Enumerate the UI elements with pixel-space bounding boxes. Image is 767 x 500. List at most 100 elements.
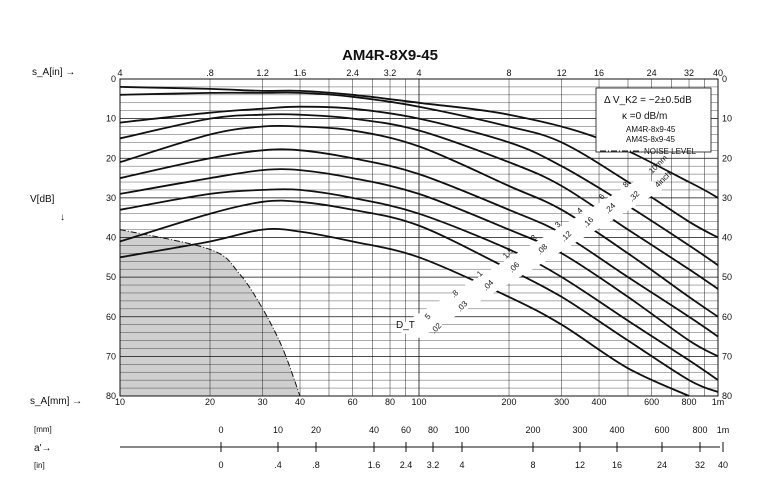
a-prime-in-tick-label: 40 (718, 460, 728, 470)
a-prime-in-tick-label: 4 (459, 460, 464, 470)
a-prime-mm-unit: [mm] (34, 425, 52, 434)
d-label-mm: 5 (423, 312, 433, 322)
a-prime-mm-tick-label: 20 (311, 425, 321, 435)
x-top-tick-label: 8 (507, 68, 512, 78)
d-label-title: D_T (396, 320, 415, 331)
x-top-tick-label: 16 (594, 68, 604, 78)
a-prime-in-tick-label: .8 (312, 460, 320, 470)
y-right-tick-label: 70 (722, 351, 732, 361)
legend-line-1: Δ V_K2 = −2±0.5dB (604, 95, 692, 106)
x-bottom-tick-label: 100 (411, 397, 426, 407)
a-prime-in-tick-label: 2.4 (400, 460, 413, 470)
y-left-tick-label: 60 (106, 312, 116, 322)
a-prime-in-tick-label: 24 (657, 460, 667, 470)
x-top-tick-label: 3.2 (384, 68, 397, 78)
a-prime-mm-tick-label: 400 (609, 425, 624, 435)
x-top-tick-label: 32 (684, 68, 694, 78)
a-prime-mm-tick-label: 80 (428, 425, 438, 435)
a-prime-in-unit: [in] (34, 461, 45, 470)
series-line-9 (119, 199, 719, 393)
a-prime-in-tick-label: .4 (274, 460, 282, 470)
x-bottom-axis-label: s_A[mm] → (30, 396, 82, 407)
y-left-tick-label: 40 (106, 233, 116, 243)
d-label-mm: 2 (529, 233, 539, 243)
a-prime-in-tick-label: 8 (530, 460, 535, 470)
a-prime-mm-tick-label: 600 (654, 425, 669, 435)
y-right-tick-label: 30 (722, 193, 732, 203)
x-bottom-tick-label: 20 (205, 397, 215, 407)
y-left-tick-label: 20 (106, 153, 116, 163)
x-bottom-tick-label: 1m (712, 397, 725, 407)
y-right-tick-label: 20 (722, 153, 732, 163)
legend: Δ V_K2 = −2±0.5dB κ =0 dB/m AM4R-8x9-45 … (595, 87, 712, 156)
x-bottom-tick-label: 30 (258, 397, 268, 407)
y-axis-label: V[dB] (30, 194, 55, 205)
legend-line-4: AM4S-8x9-45 (626, 135, 675, 144)
x-top-tick-label: 4 (117, 68, 122, 78)
d-label-mm: 3 (553, 220, 563, 230)
chart-title: AM4R-8X9-45 (342, 47, 438, 64)
x-bottom-tick-label: 400 (592, 397, 607, 407)
d-label-strip (392, 178, 668, 338)
x-bottom-tick-label: 600 (644, 397, 659, 407)
legend-line-2: κ =0 dB/m (622, 111, 667, 122)
x-bottom-tick-label: 800 (682, 397, 697, 407)
x-top-tick-label: 2.4 (346, 68, 359, 78)
x-top-tick-label: 1.2 (256, 68, 269, 78)
axes: AM4R-8X9-45 s_A[in] → s_A[mm] → V[dB] ↓ … (30, 47, 732, 407)
x-bottom-tick-label: 80 (385, 397, 395, 407)
series-line-5 (119, 124, 719, 318)
d-label-mm: 8 (621, 180, 631, 190)
y-left-tick-label: 10 (106, 114, 116, 124)
y-left-tick-label: 30 (106, 193, 116, 203)
series-line-6 (119, 148, 719, 338)
d-label-mm: 6 (597, 192, 607, 202)
legend-line-3: AM4R-8x9-45 (626, 125, 676, 134)
y-right-tick-label: 10 (722, 114, 732, 124)
series-line-1 (119, 86, 719, 199)
a-prime-in-tick-label: 12 (575, 460, 585, 470)
x-top-tick-label: 1.6 (294, 68, 307, 78)
y-right-tick-label: 0 (722, 74, 727, 84)
y-left-tick-label: 0 (111, 74, 116, 84)
legend-box (595, 87, 712, 153)
a-prime-mm-tick-label: 1m (717, 425, 730, 435)
y-right-tick-label: 60 (722, 312, 732, 322)
series-line-4 (119, 113, 719, 290)
a-prime-mm-tick-label: 200 (525, 425, 540, 435)
a-prime-label: a'→ (34, 443, 51, 454)
d-label-mm: 4 (575, 206, 585, 216)
d-label-mm: 1 (475, 269, 485, 279)
x-bottom-tick-label: 300 (554, 397, 569, 407)
a-prime-mm-tick-label: 60 (401, 425, 411, 435)
series-line-3 (119, 105, 719, 266)
a-prime-in-tick-label: 16 (612, 460, 622, 470)
a-prime-mm-tick-label: 40 (369, 425, 379, 435)
x-bottom-tick-label: 200 (501, 397, 516, 407)
a-prime-mm-tick-label: 300 (572, 425, 587, 435)
y-left-tick-label: 50 (106, 272, 116, 282)
y-right-tick-label: 50 (722, 272, 732, 282)
a-prime-mm-tick-label: 0 (218, 425, 223, 435)
y-right-tick-label: 80 (722, 391, 732, 401)
series-line-7 (119, 168, 719, 358)
y-left-tick-label: 80 (106, 391, 116, 401)
d-label-mm: .8 (449, 288, 460, 299)
series-line-8 (119, 188, 719, 381)
x-bottom-tick-label: 10 (115, 397, 125, 407)
x-top-tick-label: 4 (416, 68, 421, 78)
x-top-tick-label: 40 (713, 68, 723, 78)
a-prime-mm-tick-label: 100 (454, 425, 469, 435)
x-top-axis-label: s_A[in] → (32, 67, 75, 78)
x-bottom-tick-label: 60 (348, 397, 358, 407)
a-prime-in-tick-label: 3.2 (427, 460, 440, 470)
series-line-10 (119, 228, 690, 397)
x-top-tick-label: 24 (647, 68, 657, 78)
a-prime-mm-tick-label: 10 (273, 425, 283, 435)
legend-noise-label: NOISE LEVEL (644, 147, 697, 156)
x-top-tick-label: 12 (557, 68, 567, 78)
x-bottom-tick-label: 40 (295, 397, 305, 407)
x-top-tick-label: .8 (206, 68, 214, 78)
y-right-tick-label: 40 (722, 233, 732, 243)
a-prime-mm-tick-label: 800 (692, 425, 707, 435)
